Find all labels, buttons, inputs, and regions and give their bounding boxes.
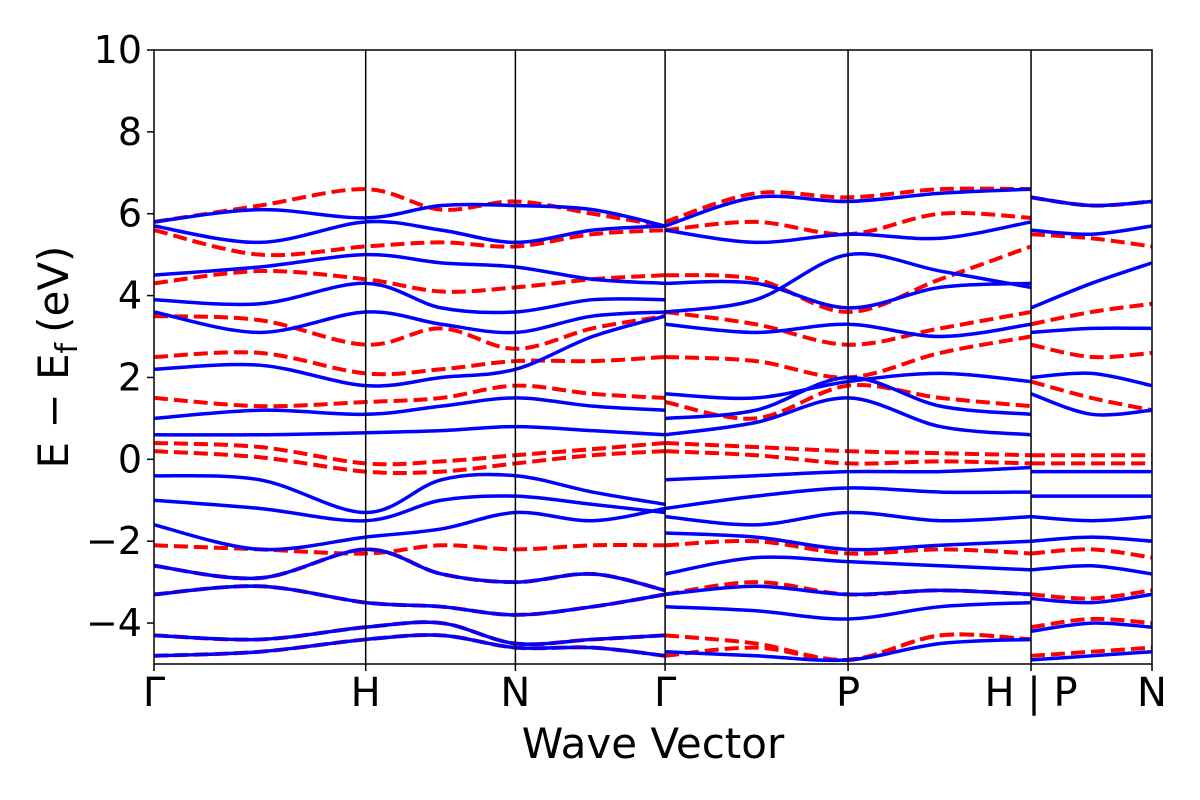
plot-frame [153, 49, 1153, 665]
solid-band-line-23 [153, 252, 666, 286]
dashed-band-line-61 [1030, 301, 1153, 327]
solid-band-line-66 [1030, 392, 1153, 417]
dashed-band-line-24 [153, 228, 666, 258]
solid-band-line-17 [153, 314, 666, 388]
dashed-band-line-16 [153, 383, 666, 409]
dashed-band-line-77 [1030, 616, 1153, 630]
solid-band-line-21 [153, 281, 666, 315]
dashed-band-line-22 [153, 269, 666, 294]
y-axis-label-unit: (eV) [29, 246, 78, 333]
x-kpoint-label: Γ [143, 670, 166, 716]
solid-band-line-14 [153, 424, 666, 437]
solid-band-line-1 [153, 633, 666, 658]
solid-band-line-71 [1030, 514, 1153, 523]
dashed-band-line-18 [153, 350, 666, 377]
y-tick-label: 8 [118, 110, 142, 154]
dashed-band-line-10 [153, 449, 666, 476]
dashed-band-line-79 [1030, 645, 1153, 658]
solid-band-line-80 [1030, 649, 1153, 662]
dashed-band-line-6 [153, 547, 666, 593]
x-axis-kpoint-labels: Γ H N Γ P H | P N [143, 664, 1167, 716]
solid-band-line-20 [153, 310, 666, 335]
solid-band-line-57 [1030, 195, 1153, 208]
y-tick-label: 2 [118, 355, 142, 399]
solid-band-line-27 [153, 202, 666, 228]
solid-band-line-78 [1030, 621, 1153, 633]
dashed-band-line-9 [153, 440, 666, 467]
x-kpoint-label: H [351, 670, 381, 716]
solid-band-line-74 [1030, 563, 1153, 576]
y-axis-label-main: E − E [29, 353, 78, 468]
solid-band-line-72 [1030, 535, 1153, 543]
solid-band-line-62 [1030, 326, 1153, 335]
solid-band-line-60 [1030, 261, 1153, 310]
solid-band-line-7 [153, 547, 666, 593]
dashed-band-line-73 [1030, 547, 1153, 560]
dashed-band-line-63 [1030, 342, 1153, 360]
x-kpoint-label: N [1137, 670, 1167, 716]
solid-band-line-25 [153, 219, 666, 245]
kpoint-divider-lines [364, 50, 1032, 664]
x-kpoint-label: Γ [654, 670, 677, 716]
y-tick-label: 4 [118, 274, 142, 318]
dashed-band-line-75 [1030, 588, 1153, 601]
x-axis-label: Wave Vector [522, 719, 785, 768]
solid-band-line-64 [1030, 371, 1153, 388]
dashed-band-line-4 [153, 584, 666, 617]
solid-band-line-12 [153, 494, 666, 523]
series-layer [153, 186, 1153, 663]
dashed-band-line-58 [1030, 232, 1153, 249]
solid-band-line-76 [1030, 592, 1153, 605]
y-axis-label-subscript: f [50, 341, 85, 353]
solid-band-line-3 [153, 620, 666, 647]
solid-band-line-59 [1030, 224, 1153, 236]
y-axis-ticks: −4 −2 0 2 4 6 8 10 [86, 28, 154, 645]
y-axis-label: E − Ef (eV) [29, 246, 85, 469]
dashed-band-line-65 [1030, 379, 1153, 413]
y-tick-label: 0 [118, 437, 142, 481]
solid-band-line-13 [153, 506, 666, 552]
y-tick-label: −4 [86, 601, 142, 645]
x-kpoint-label: H | P [984, 670, 1077, 716]
solid-band-line-5 [153, 584, 666, 617]
solid-band-line-11 [153, 472, 666, 515]
solid-band-line-15 [153, 396, 666, 421]
x-kpoint-label: N [500, 670, 530, 716]
y-tick-label: −2 [86, 519, 142, 563]
y-tick-label: 10 [94, 28, 142, 72]
x-kpoint-label: P [836, 670, 860, 716]
y-tick-label: 6 [118, 192, 142, 236]
dashed-band-line-19 [153, 314, 666, 351]
